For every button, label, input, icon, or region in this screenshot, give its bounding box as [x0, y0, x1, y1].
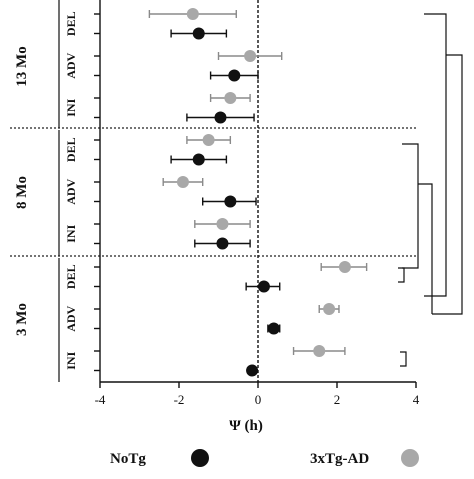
legend-marker: [191, 449, 209, 467]
legend-marker: [401, 449, 419, 467]
data-point: [216, 218, 229, 230]
row-label: INI: [64, 98, 78, 116]
data-point: [228, 69, 241, 82]
significance-bracket: [402, 143, 419, 269]
x-tick-label: 4: [413, 392, 420, 407]
data-point: [338, 261, 351, 273]
x-tick-label: -4: [95, 392, 106, 407]
significance-bracket: [400, 351, 407, 367]
data-point: [224, 92, 237, 104]
data-point: [323, 303, 336, 315]
x-tick-label: 0: [255, 392, 262, 407]
row-label: DEL: [64, 264, 78, 289]
data-point: [176, 176, 189, 188]
data-point: [192, 27, 205, 40]
x-axis-title: Ψ (h): [229, 418, 263, 434]
data-point: [267, 322, 280, 335]
row-label: INI: [64, 224, 78, 242]
data-point: [257, 280, 270, 293]
data-point: [192, 153, 205, 166]
significance-bracket: [424, 13, 447, 297]
data-point: [244, 50, 257, 62]
row-label: ADV: [64, 305, 78, 331]
data-point: [313, 345, 326, 357]
data-point: [224, 195, 237, 208]
data-point: [216, 237, 229, 250]
x-tick-label: 2: [334, 392, 341, 407]
data-point: [246, 364, 259, 377]
group-label: 8 Mo: [14, 176, 30, 209]
row-label: ADV: [64, 52, 78, 78]
row-label: DEL: [64, 11, 78, 36]
row-label: ADV: [64, 178, 78, 204]
row-label: DEL: [64, 137, 78, 162]
group-label: 3 Mo: [14, 303, 30, 336]
x-tick-label: -2: [174, 392, 185, 407]
row-label: INI: [64, 351, 78, 369]
data-point: [186, 8, 199, 20]
significance-bracket: [398, 267, 405, 283]
significance-bracket: [418, 183, 433, 314]
legend-label: 3xTg-AD: [310, 451, 369, 467]
data-point: [214, 111, 227, 124]
data-point: [202, 134, 215, 146]
group-label: 13 Mo: [14, 46, 30, 86]
significance-bracket: [432, 54, 463, 315]
legend-label: NoTg: [110, 451, 146, 467]
